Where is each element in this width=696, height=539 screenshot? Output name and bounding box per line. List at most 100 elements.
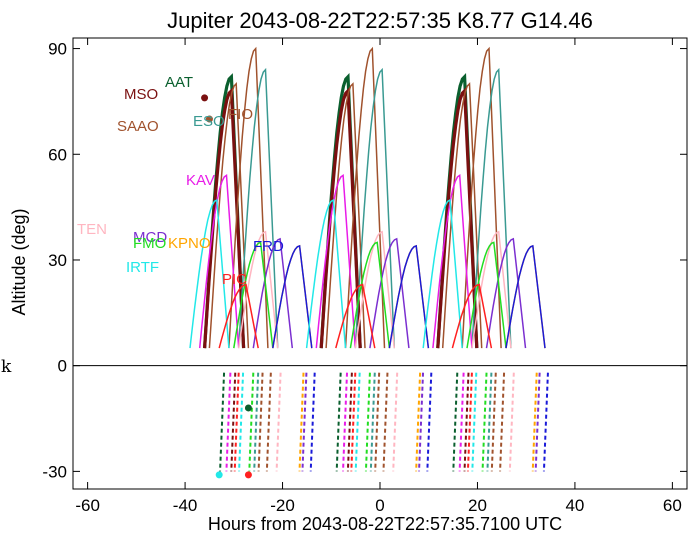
x-tick-label: -20 bbox=[270, 496, 295, 515]
position-marker bbox=[244, 471, 252, 479]
below-horizon-dash bbox=[534, 372, 541, 472]
below-horizon-dash bbox=[508, 372, 515, 472]
x-tick-label: -60 bbox=[75, 496, 100, 515]
below-horizon-dash bbox=[463, 372, 470, 472]
position-marker bbox=[215, 471, 223, 479]
altitude-curve bbox=[203, 87, 246, 349]
below-horizon-dash bbox=[364, 372, 371, 472]
below-horizon-dash bbox=[230, 372, 237, 472]
altitude-curve bbox=[218, 283, 259, 349]
below-horizon-dash bbox=[374, 372, 381, 472]
y-tick-label: 90 bbox=[48, 40, 67, 59]
altitude-curve bbox=[349, 241, 391, 349]
below-horizon-dash bbox=[265, 372, 272, 472]
below-horizon-dash bbox=[471, 372, 478, 472]
y-tick-label: 30 bbox=[48, 251, 67, 270]
altitude-curve bbox=[325, 82, 366, 349]
observatory-label: FRD bbox=[253, 238, 284, 255]
position-marker bbox=[201, 94, 209, 102]
below-horizon-dash bbox=[346, 372, 353, 472]
altitude-curve bbox=[461, 46, 502, 349]
below-horizon-dash bbox=[418, 372, 425, 472]
observatory-label: AAT bbox=[165, 74, 193, 91]
altitude-curve bbox=[233, 241, 274, 349]
below-horizon-dash bbox=[253, 372, 260, 472]
altitude-curve bbox=[189, 198, 230, 349]
altitude-curve bbox=[471, 67, 512, 349]
below-horizon-dash bbox=[298, 372, 305, 472]
below-horizon-dash bbox=[225, 372, 232, 472]
x-tick-label: 0 bbox=[375, 496, 384, 515]
below-horizon-dash bbox=[481, 372, 488, 472]
below-horizon-dash bbox=[531, 372, 538, 472]
altitude-curve bbox=[422, 198, 463, 349]
below-horizon-dash bbox=[275, 372, 282, 472]
altitude-curve bbox=[198, 174, 240, 349]
observatory-label: TEN bbox=[77, 221, 107, 238]
x-tick-label: -40 bbox=[173, 496, 198, 515]
below-horizon-dash bbox=[426, 372, 433, 472]
observatory-label: KAV bbox=[186, 172, 215, 189]
altitude-curve bbox=[388, 244, 430, 349]
observatory-label: FMO bbox=[133, 235, 166, 252]
below-horizon-dash bbox=[490, 372, 497, 472]
position-marker bbox=[205, 115, 213, 123]
below-horizon-dash bbox=[452, 372, 459, 472]
chart-title: Jupiter 2043-08-22T22:57:35 K8.77 G14.46 bbox=[167, 8, 593, 33]
below-horizon-dash bbox=[233, 372, 240, 472]
altitude-curve bbox=[441, 82, 483, 349]
observatory-label: MSO bbox=[124, 86, 158, 103]
altitude-curve bbox=[305, 198, 347, 349]
y-tick-label: 60 bbox=[48, 145, 67, 164]
below-horizon-dash bbox=[350, 372, 357, 472]
altitude-curve bbox=[451, 283, 493, 349]
altitude-curve bbox=[505, 244, 546, 349]
below-horizon-dash bbox=[342, 372, 349, 472]
observatory-label: ESO bbox=[193, 113, 225, 130]
below-horizon-dash bbox=[542, 372, 549, 472]
altitude-curve bbox=[436, 87, 479, 349]
below-horizon-dash bbox=[238, 372, 245, 472]
altitude-curve bbox=[315, 174, 357, 349]
altitude-curve bbox=[471, 230, 512, 349]
below-horizon-dash bbox=[354, 372, 361, 472]
below-horizon-dash bbox=[499, 372, 506, 472]
altitude-curve bbox=[252, 237, 294, 349]
x-tick-label: 40 bbox=[565, 496, 584, 515]
below-horizon-dash bbox=[458, 372, 465, 472]
altitude-curve bbox=[228, 46, 269, 349]
altitude-curve bbox=[344, 46, 386, 349]
x-tick-label: 60 bbox=[663, 496, 682, 515]
altitude-curve bbox=[369, 237, 410, 349]
altitude-curve bbox=[466, 241, 507, 349]
below-horizon-dash bbox=[335, 372, 342, 472]
position-marker bbox=[244, 404, 252, 412]
curves-layer bbox=[189, 46, 549, 479]
below-horizon-dash bbox=[486, 372, 493, 472]
observatory-label: PIC bbox=[222, 271, 247, 288]
altitude-curve bbox=[237, 230, 279, 349]
y-tick-label: -30 bbox=[42, 462, 67, 481]
below-horizon-dash bbox=[382, 372, 389, 472]
axis-ticks: -60 -40 -20 0 20 40 60 90 60 30 0 -30 bbox=[42, 38, 687, 515]
observatory-label: FIO bbox=[228, 106, 253, 123]
altitude-curve bbox=[432, 174, 473, 349]
altitude-curve bbox=[354, 67, 396, 349]
x-tick-label: 20 bbox=[468, 496, 487, 515]
below-horizon-dash bbox=[248, 372, 255, 472]
below-horizon-dash bbox=[392, 372, 399, 472]
below-horizon-dash bbox=[309, 372, 316, 472]
y-tick-label: 0 bbox=[58, 357, 67, 376]
altitude-curve bbox=[237, 67, 279, 349]
below-horizon-dash bbox=[301, 372, 308, 472]
altitude-curve bbox=[319, 87, 362, 349]
altitude-curve bbox=[208, 82, 250, 349]
altitude-curve bbox=[354, 230, 396, 349]
altitude-curve bbox=[485, 237, 527, 349]
altitude-curve bbox=[335, 283, 376, 349]
x-axis-label: Hours from 2043-08-22T22:57:35.7100 UTC bbox=[208, 514, 562, 534]
below-horizon-dash bbox=[466, 372, 473, 472]
observatory-label: MCD bbox=[133, 229, 167, 246]
